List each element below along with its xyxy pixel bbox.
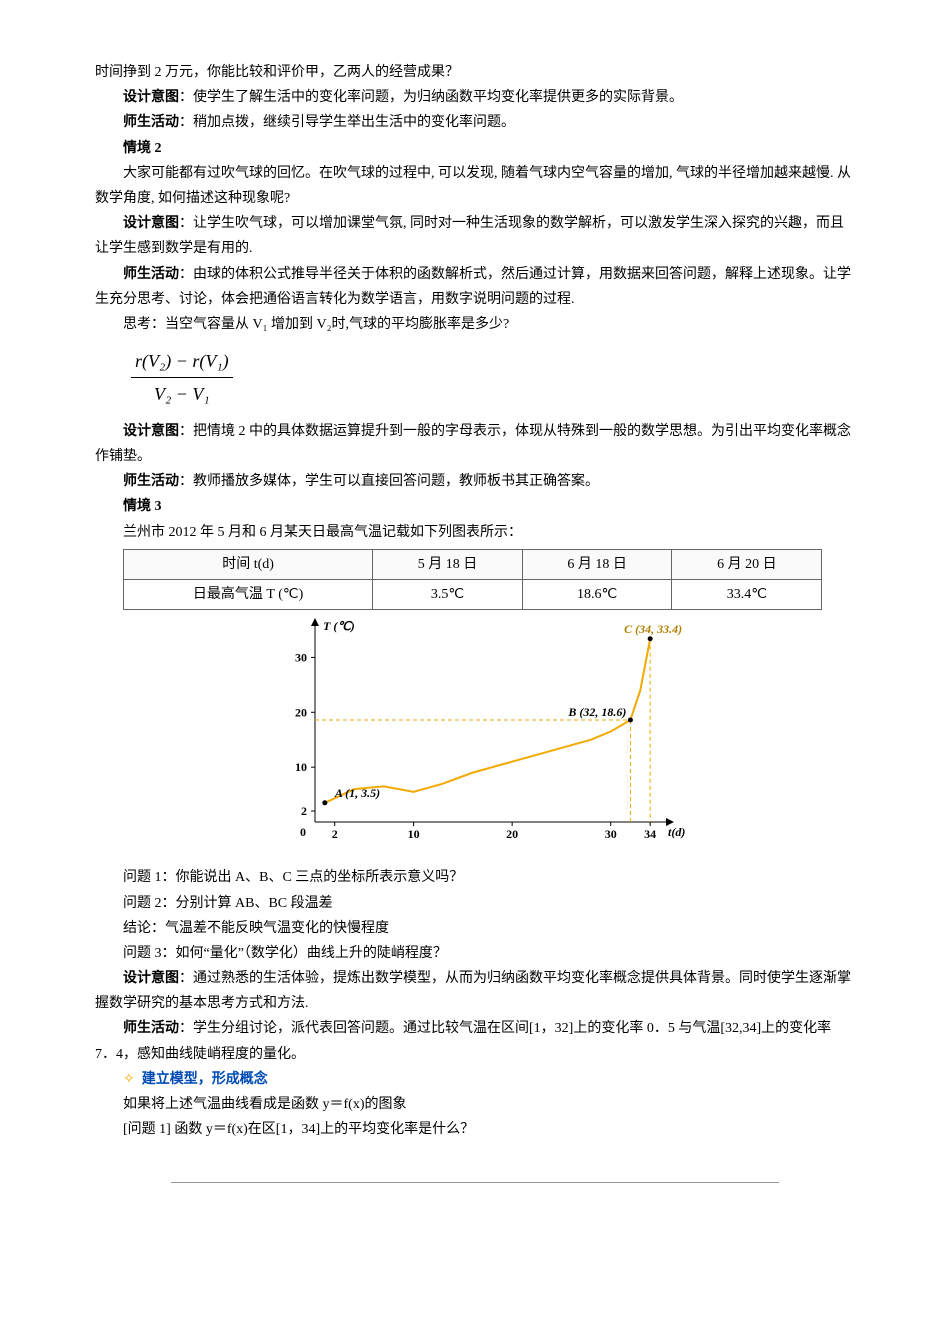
svg-text:2: 2 (332, 827, 338, 841)
design-label: 设计意图 (123, 216, 179, 231)
activity-text: ：学生分组讨论，派代表回答问题。通过比较气温在区间[1，32]上的变化率 0．5… (95, 1021, 831, 1061)
scene-3-heading: 情境 3 (95, 494, 855, 519)
table-cell: 日最高气温 T (℃) (124, 579, 373, 609)
design-text: ：使学生了解生活中的变化率问题，为归纳函数平均变化率提供更多的实际背景。 (179, 90, 683, 105)
svg-text:20: 20 (295, 705, 307, 719)
scene-2-p1: 大家可能都有过吹气球的回忆。在吹气球的过程中, 可以发现, 随着气球内空气容量的… (95, 161, 855, 211)
model-p1: 如果将上述气温曲线看成是函数 y＝f(x)的图象 (95, 1092, 855, 1117)
svg-text:34: 34 (644, 827, 656, 841)
model-heading: ✧ 建立模型，形成概念 (95, 1067, 855, 1092)
temperature-table: 时间 t(d) 5 月 18 日 6 月 18 日 6 月 20 日 日最高气温… (123, 549, 822, 610)
design-label: 设计意图 (123, 90, 179, 105)
scene-label: 情境 2 (123, 141, 162, 156)
activity-label: 师生活动 (123, 267, 179, 282)
table-header: 5 月 18 日 (373, 549, 523, 579)
svg-text:2: 2 (301, 804, 307, 818)
design-intent-4: 设计意图：通过熟悉的生活体验，提炼出数学模型，从而为归纳函数平均变化率概念提供具… (95, 966, 855, 1016)
model-heading-text: 建立模型，形成概念 (142, 1072, 268, 1087)
conclusion: 结论：气温差不能反映气温变化的快慢程度 (95, 916, 855, 941)
svg-text:10: 10 (408, 827, 420, 841)
activity-1: 师生活动：稍加点拨，继续引导学生举出生活中的变化率问题。 (95, 110, 855, 135)
activity-2: 师生活动：由球的体积公式推导半径关于体积的函数解析式，然后通过计算，用数据来回答… (95, 262, 855, 312)
svg-text:30: 30 (605, 827, 617, 841)
scene-label: 情境 3 (123, 499, 162, 514)
table-cell: 18.6℃ (522, 579, 672, 609)
think-prompt: 思考：当空气容量从 V₁ 增加到 V₂时,气球的平均膨胀率是多少? (95, 312, 855, 337)
table-header: 时间 t(d) (124, 549, 373, 579)
design-intent-1: 设计意图：使学生了解生活中的变化率问题，为归纳函数平均变化率提供更多的实际背景。 (95, 85, 855, 110)
table-header: 6 月 18 日 (522, 549, 672, 579)
activity-label: 师生活动 (123, 115, 179, 130)
activity-3: 师生活动：教师播放多媒体，学生可以直接回答问题，教师板书其正确答案。 (95, 469, 855, 494)
svg-text:10: 10 (295, 760, 307, 774)
activity-text: ：教师播放多媒体，学生可以直接回答问题，教师板书其正确答案。 (179, 474, 599, 489)
svg-text:20: 20 (506, 827, 518, 841)
design-text: ：把情境 2 中的具体数据运算提升到一般的字母表示，体现从特殊到一般的数学思想。… (95, 424, 851, 464)
design-text: ：通过熟悉的生活体验，提炼出数学模型，从而为归纳函数平均变化率概念提供具体背景。… (95, 971, 851, 1011)
table-cell: 3.5℃ (373, 579, 523, 609)
table-header: 6 月 20 日 (672, 549, 822, 579)
scene-3-intro: 兰州市 2012 年 5 月和 6 月某天日最高气温记载如下列图表所示： (95, 520, 855, 545)
design-intent-3: 设计意图：把情境 2 中的具体数据运算提升到一般的字母表示，体现从特殊到一般的数… (95, 419, 855, 469)
svg-text:0: 0 (300, 825, 306, 839)
question-3: 问题 3：如何“量化”（数学化）曲线上升的陡峭程度？ (95, 941, 855, 966)
scene-2-heading: 情境 2 (95, 136, 855, 161)
svg-text:C (34, 33.4): C (34, 33.4) (624, 622, 682, 636)
formula-avg-rate: r(V₂) − r(V₁) V₂ − V₁ (131, 345, 855, 411)
activity-4: 师生活动：学生分组讨论，派代表回答问题。通过比较气温在区间[1，32]上的变化率… (95, 1016, 855, 1066)
activity-label: 师生活动 (123, 1021, 179, 1036)
formula-denominator: V₂ − V₁ (131, 378, 233, 410)
activity-text: ：稍加点拨，继续引导学生举出生活中的变化率问题。 (179, 115, 515, 130)
svg-text:A (1, 3.5): A (1, 3.5) (334, 786, 380, 800)
design-label: 设计意图 (123, 424, 179, 439)
temperature-chart: T (℃) t(d) 0 2 10 20 30 34 2 10 20 30 A (1, 3.5) B (3… (95, 618, 855, 857)
formula-numerator: r(V₂) − r(V₁) (131, 345, 233, 378)
design-intent-2: 设计意图：让学生吹气球，可以增加课堂气氛, 同时对一种生活现象的数学解析，可以激… (95, 211, 855, 261)
model-p2: [问题 1] 函数 y＝f(x)在区[1，34]上的平均变化率是什么？ (95, 1117, 855, 1142)
svg-text:t(d): t(d) (668, 825, 685, 839)
footer-divider (171, 1182, 779, 1183)
activity-label: 师生活动 (123, 474, 179, 489)
top-line: 时间挣到 2 万元，你能比较和评价甲，乙两人的经营成果？ (95, 60, 855, 85)
svg-text:T (℃): T (℃) (323, 619, 355, 633)
question-2: 问题 2：分别计算 AB、BC 段温差 (95, 891, 855, 916)
question-1: 问题 1：你能说出 A、B、C 三点的坐标所表示意义吗？ (95, 865, 855, 890)
diamond-icon: ✧ (123, 1072, 135, 1087)
svg-text:30: 30 (295, 651, 307, 665)
activity-text: ：由球的体积公式推导半径关于体积的函数解析式，然后通过计算，用数据来回答问题，解… (95, 267, 851, 307)
design-label: 设计意图 (123, 971, 179, 986)
design-text: ：让学生吹气球，可以增加课堂气氛, 同时对一种生活现象的数学解析，可以激发学生深… (95, 216, 844, 256)
table-cell: 33.4℃ (672, 579, 822, 609)
svg-text:B (32, 18.6): B (32, 18.6) (567, 705, 626, 719)
